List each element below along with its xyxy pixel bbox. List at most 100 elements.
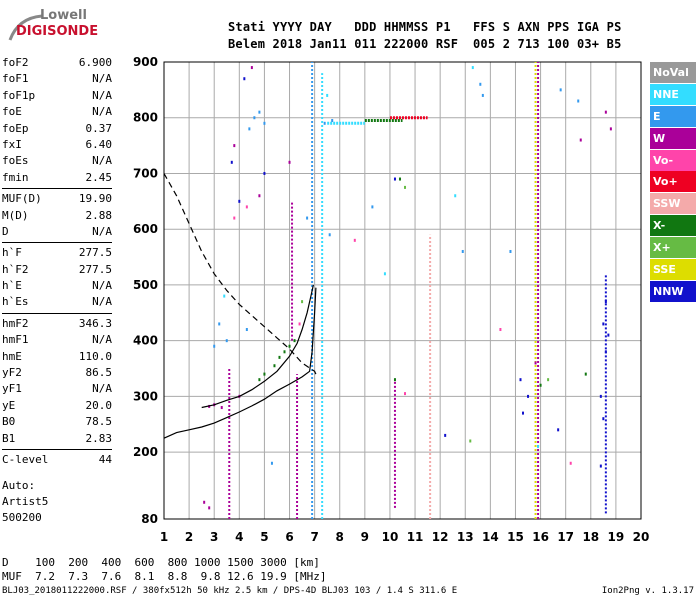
param-separator [2,188,112,190]
param-value: N/A [92,333,112,347]
param-name: fmin [2,170,29,184]
x-tick-label: 2 [185,530,193,544]
profile-curve [163,287,317,439]
echo-point [331,119,334,123]
echo-point [273,364,276,368]
param-separator [2,242,112,244]
echo-point [218,322,221,326]
param-row: foF1 N/A [2,71,112,87]
echo-point [444,433,447,437]
echo-point [293,339,296,343]
param-name: foEp [2,121,29,135]
legend-entry: NNE [650,83,696,105]
echo-point [223,294,226,298]
param-name: hmF2 [2,316,29,330]
echo-point [539,383,542,387]
x-tick-label: 6 [285,530,293,544]
echo-point [203,500,206,504]
param-name: B1 [2,431,16,445]
echo-point [579,138,582,142]
param-name: MUF(D) [2,192,42,206]
echo-point [607,333,610,337]
param-value: N/A [92,154,112,168]
legend-entry: X- [650,215,696,237]
logo-lowell: Lowell [40,8,87,23]
echo-point [283,350,286,354]
echo-point [599,464,602,468]
echo-point [278,355,281,359]
param-name: yF1 [2,382,22,396]
x-tick-label: 3 [210,530,218,544]
echo-point [328,233,331,237]
autoscaling-info: Auto: Artist5 500200 [2,478,48,526]
param-name: foEs [2,154,29,168]
param-value: 86.5 [85,366,113,380]
echo-point [230,160,233,164]
param-name: M(D) [2,208,29,222]
param-name: yE [2,398,16,412]
param-value: 0.37 [85,121,113,135]
auto-label: Auto: [2,479,36,492]
echo-point [353,238,356,242]
param-row: MUF(D) 19.90 [2,191,112,207]
legend-entry: Vo- [650,149,696,171]
echo-point [258,110,261,114]
echo-point [404,185,407,189]
profile-curve [201,284,314,409]
x-tick-label: 11 [407,530,424,544]
echo-point [604,300,607,304]
x-tick-label: 18 [582,530,599,544]
param-row: yF2 86.5 [2,365,112,381]
echo-point [270,461,273,465]
echo-point [547,378,550,382]
echo-point [602,322,605,326]
param-name: h`E [2,279,22,293]
y-tick-label: 900 [133,55,158,69]
echo-point [479,82,482,86]
echo-point [604,110,607,114]
legend-entry: SSE [650,259,696,281]
x-tick-label: 19 [608,530,625,544]
echo-point [371,205,374,209]
param-name: foF2 [2,56,29,69]
digisonde-logo: Lowell DIGISONDE [6,4,156,50]
param-row: B1 2.83 [2,431,112,447]
echo-point [233,144,236,148]
echo-point [461,249,464,253]
logo-swoosh-icon [8,14,43,41]
echo-point [393,378,396,382]
x-tick-label: 20 [633,530,650,544]
echo-point [323,121,326,125]
scaled-parameters: foF2 6.900 foF1 N/A foF1p N/A foE N/A foEp 0.37 fx… [2,55,112,468]
echo-point [557,428,560,432]
echo-point [569,461,572,465]
legend-entry: X+ [650,237,696,259]
echo-point [393,177,396,181]
echo-point [602,417,605,421]
echo-point [258,378,261,382]
echo-point [609,127,612,131]
x-tick-label: 7 [310,530,318,544]
param-row: h`Es N/A [2,294,112,310]
echo-point [604,350,607,354]
legend-entry: Vo+ [650,171,696,193]
param-value: 277.5 [78,262,112,276]
echo-point [245,328,248,332]
auto-artist: Artist5 [2,495,49,508]
muf-value-row: MUF 7.2 7.3 7.6 8.1 8.8 9.8 12.6 19.9 [M… [2,570,327,583]
header-values: Belem 2018 Jan11 011 222000 RSF 005 2 71… [228,37,622,51]
param-value: 44 [98,452,112,466]
param-row: foEp 0.37 [2,121,112,137]
y-tick-label: 200 [133,445,158,459]
echo-point [534,361,537,365]
echo-point [577,99,580,103]
echo-point [383,272,386,276]
echo-point [208,506,211,510]
echo-point [288,344,291,348]
echo-point [301,300,304,304]
echo-point [298,322,301,326]
param-row: h`F2 277.5 [2,262,112,278]
param-name: B0 [2,415,16,429]
param-name: h`F [2,246,22,260]
param-value: 2.45 [85,170,113,184]
